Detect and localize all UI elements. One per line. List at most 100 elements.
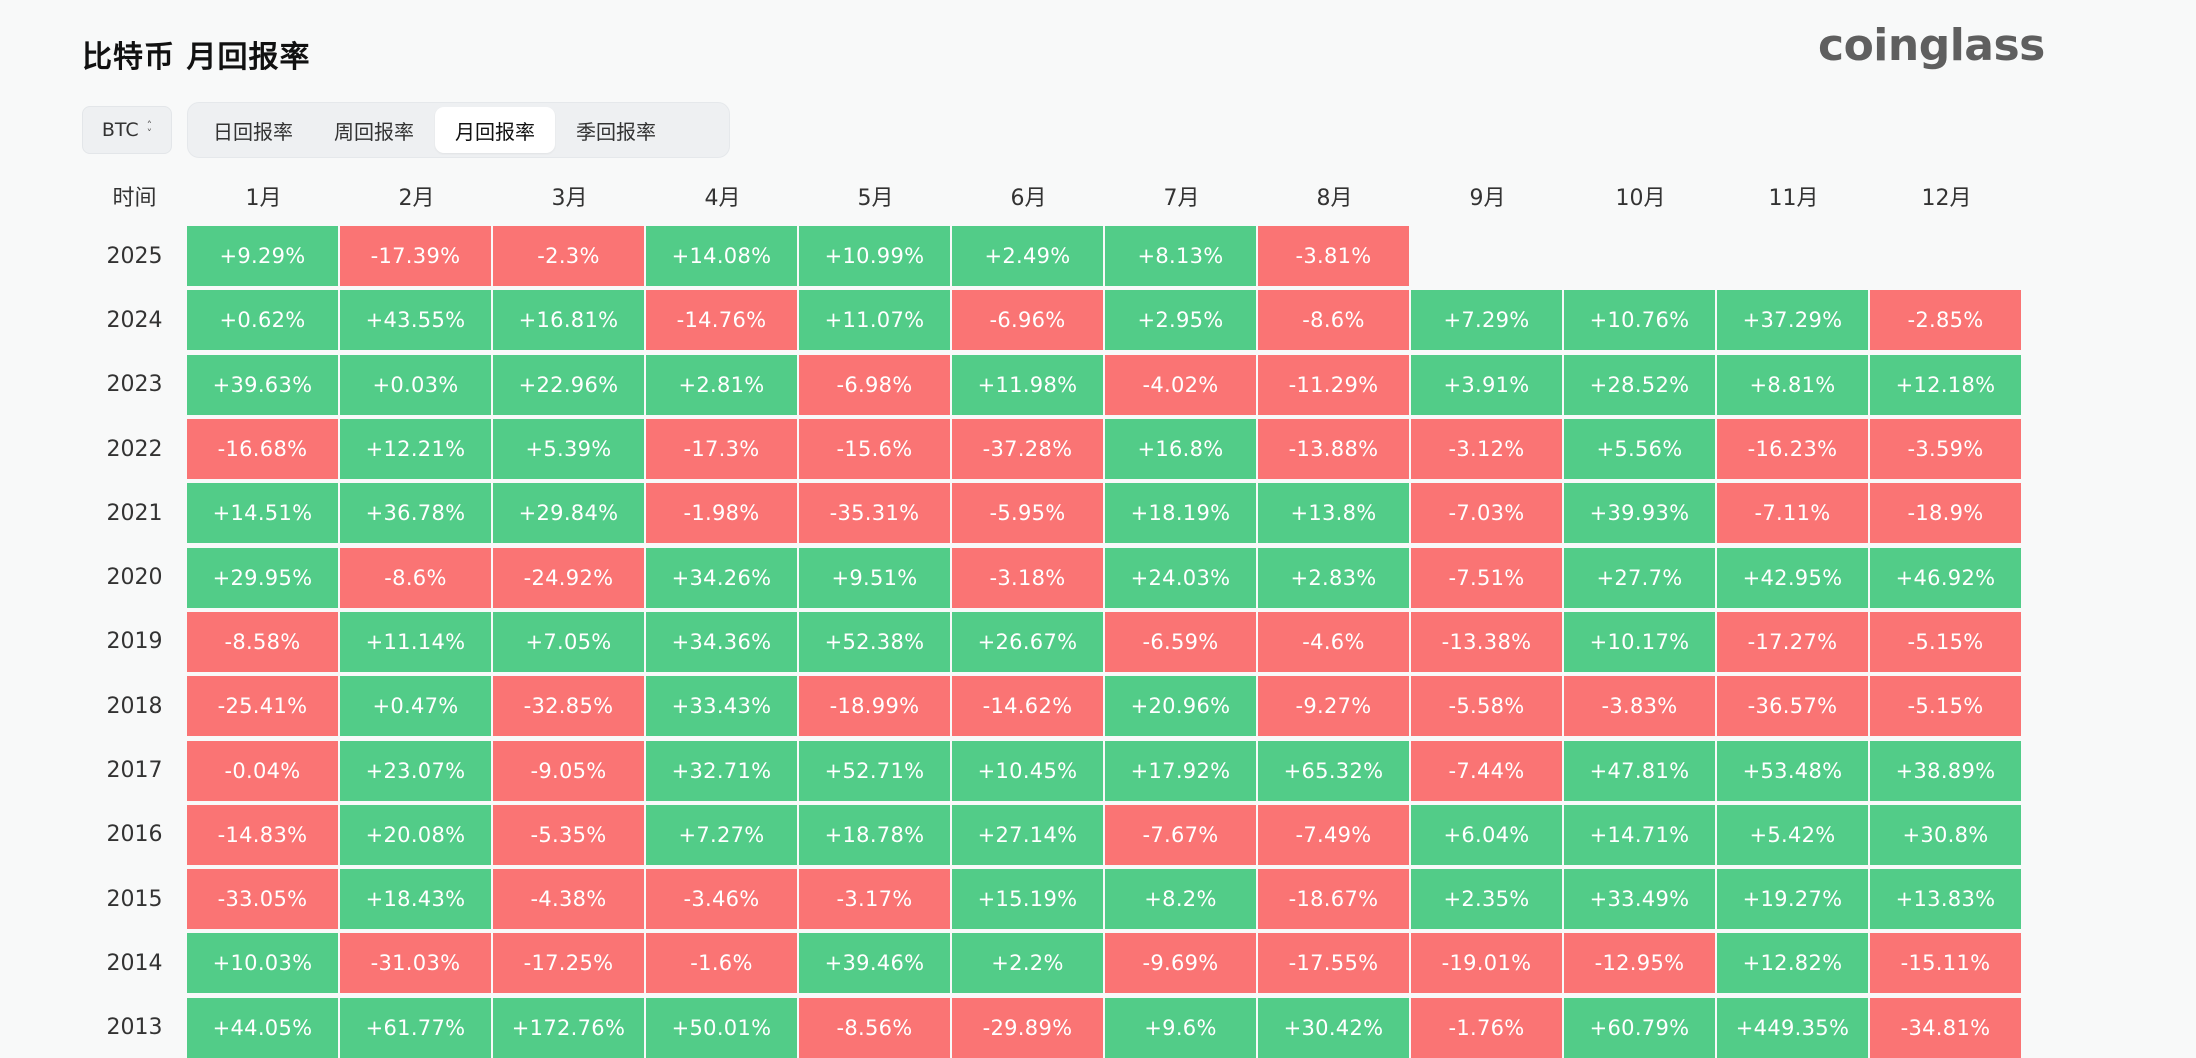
- heatmap-cell: -17.55%: [1258, 933, 1409, 994]
- heatmap-cell: +8.81%: [1717, 354, 1868, 415]
- coin-select[interactable]: BTC ˄ ˅: [82, 106, 172, 154]
- heatmap-cell: -36.57%: [1717, 676, 1868, 737]
- heatmap-cell: +5.39%: [493, 419, 644, 480]
- heatmap-cell: +19.27%: [1717, 869, 1868, 930]
- heatmap-cell: -1.6%: [646, 933, 797, 994]
- heatmap-cell: -17.39%: [340, 226, 491, 287]
- heatmap-cell: -17.3%: [646, 419, 797, 480]
- heatmap-cell: +43.55%: [340, 290, 491, 351]
- heatmap-cell: +18.19%: [1105, 483, 1256, 544]
- column-label: 8月: [1316, 186, 1353, 211]
- heatmap-cell: -8.6%: [340, 547, 491, 608]
- row-year-label: 2014: [106, 950, 163, 976]
- heatmap-cell: +39.63%: [187, 354, 338, 415]
- heatmap-cell: +2.81%: [646, 354, 797, 415]
- row-year-label: 2013: [106, 1015, 163, 1041]
- heatmap-cell: -17.27%: [1717, 611, 1868, 672]
- heatmap-cell: +12.21%: [340, 419, 491, 480]
- heatmap-cell: +13.8%: [1258, 483, 1409, 544]
- heatmap-cell: -1.98%: [646, 483, 797, 544]
- heatmap-cell: +36.78%: [340, 483, 491, 544]
- column-label: 9月: [1469, 186, 1506, 211]
- heatmap-cell: -9.27%: [1258, 676, 1409, 737]
- heatmap-cell: +16.81%: [493, 290, 644, 351]
- heatmap-cell: -17.25%: [493, 933, 644, 994]
- heatmap-cell: -24.92%: [493, 547, 644, 608]
- column-label: 10月: [1615, 186, 1666, 211]
- heatmap-cell: -11.29%: [1258, 354, 1409, 415]
- heatmap-cell: -6.59%: [1105, 611, 1256, 672]
- heatmap-cell: -3.83%: [1564, 676, 1715, 737]
- heatmap-cell: +29.84%: [493, 483, 644, 544]
- heatmap-cell: +47.81%: [1564, 740, 1715, 801]
- heatmap-row: 2024 +0.62% +43.55% +16.81% -14.76% +11.07% -6…: [82, 288, 2023, 352]
- tab-2[interactable]: 月回报率: [435, 107, 555, 153]
- heatmap-cell: +39.46%: [799, 933, 950, 994]
- column-label: 6月: [1010, 186, 1047, 211]
- heatmap-cell: +50.01%: [646, 997, 797, 1058]
- heatmap-cell: -31.03%: [340, 933, 491, 994]
- row-header-label: 时间: [112, 186, 157, 211]
- heatmap-cell: +44.05%: [187, 997, 338, 1058]
- heatmap-cell: +7.27%: [646, 804, 797, 865]
- heatmap-cell: -7.11%: [1717, 483, 1868, 544]
- heatmap-cell: +53.48%: [1717, 740, 1868, 801]
- heatmap-cell: +10.76%: [1564, 290, 1715, 351]
- heatmap-cell: -3.46%: [646, 869, 797, 930]
- heatmap-cell: +2.35%: [1411, 869, 1562, 930]
- heatmap-cell: -14.62%: [952, 676, 1103, 737]
- heatmap-cell: +30.8%: [1870, 804, 2021, 865]
- heatmap-cell: -18.67%: [1258, 869, 1409, 930]
- heatmap-cell: -15.11%: [1870, 933, 2021, 994]
- heatmap-cell: -8.56%: [799, 997, 950, 1058]
- row-year-label: 2025: [106, 243, 163, 269]
- tab-3[interactable]: 季回报率: [576, 119, 656, 144]
- heatmap-cell: [1717, 226, 1868, 286]
- period-tabs: 日回报率 周回报率 月回报率 季回报率: [187, 102, 730, 158]
- heatmap-cell: -7.03%: [1411, 483, 1562, 544]
- heatmap-cell: -19.01%: [1411, 933, 1562, 994]
- heatmap-cell: +8.13%: [1105, 226, 1256, 287]
- row-year-label: 2022: [106, 436, 163, 462]
- heatmap-cell: +11.98%: [952, 354, 1103, 415]
- heatmap-cell: +172.76%: [493, 997, 644, 1058]
- heatmap-cell: -5.35%: [493, 804, 644, 865]
- heatmap-cell: -9.69%: [1105, 933, 1256, 994]
- heatmap-cell: -3.17%: [799, 869, 950, 930]
- heatmap-cell: +60.79%: [1564, 997, 1715, 1058]
- heatmap-cell: +7.05%: [493, 611, 644, 672]
- heatmap-cell: +12.18%: [1870, 354, 2021, 415]
- heatmap-cell: +10.99%: [799, 226, 950, 287]
- heatmap-cell: -25.41%: [187, 676, 338, 737]
- heatmap-row: 2018 -25.41% +0.47% -32.85% +33.43% -18.99% -1…: [82, 674, 2023, 738]
- heatmap-cell: -15.6%: [799, 419, 950, 480]
- heatmap-cell: +0.62%: [187, 290, 338, 351]
- heatmap-cell: -1.76%: [1411, 997, 1562, 1058]
- heatmap-cell: -7.44%: [1411, 740, 1562, 801]
- heatmap-body: 2025 +9.29% -17.39% -2.3% +14.08% +10.99% +2.4…: [82, 224, 2023, 1058]
- heatmap-cell: +20.08%: [340, 804, 491, 865]
- heatmap-cell: +52.71%: [799, 740, 950, 801]
- column-label: 1月: [245, 186, 282, 211]
- heatmap-cell: +3.91%: [1411, 354, 1562, 415]
- heatmap-cell: +33.43%: [646, 676, 797, 737]
- heatmap-cell: +17.92%: [1105, 740, 1256, 801]
- heatmap-cell: +65.32%: [1258, 740, 1409, 801]
- heatmap-cell: -8.6%: [1258, 290, 1409, 351]
- heatmap-cell: +0.47%: [340, 676, 491, 737]
- heatmap-cell: +38.89%: [1870, 740, 2021, 801]
- heatmap-cell: +8.2%: [1105, 869, 1256, 930]
- heatmap-cell: +5.42%: [1717, 804, 1868, 865]
- heatmap-cell: -12.95%: [1564, 933, 1715, 994]
- heatmap-cell: -14.83%: [187, 804, 338, 865]
- heatmap-cell: +27.14%: [952, 804, 1103, 865]
- column-label: 11月: [1768, 186, 1819, 211]
- heatmap-row: 2025 +9.29% -17.39% -2.3% +14.08% +10.99% +2.4…: [82, 224, 2023, 288]
- tab-1[interactable]: 周回报率: [334, 119, 414, 144]
- heatmap-cell: -13.88%: [1258, 419, 1409, 480]
- heatmap-cell: +14.71%: [1564, 804, 1715, 865]
- heatmap-cell: +5.56%: [1564, 419, 1715, 480]
- tab-0[interactable]: 日回报率: [213, 119, 293, 144]
- heatmap-cell: -16.68%: [187, 419, 338, 480]
- heatmap-cell: -35.31%: [799, 483, 950, 544]
